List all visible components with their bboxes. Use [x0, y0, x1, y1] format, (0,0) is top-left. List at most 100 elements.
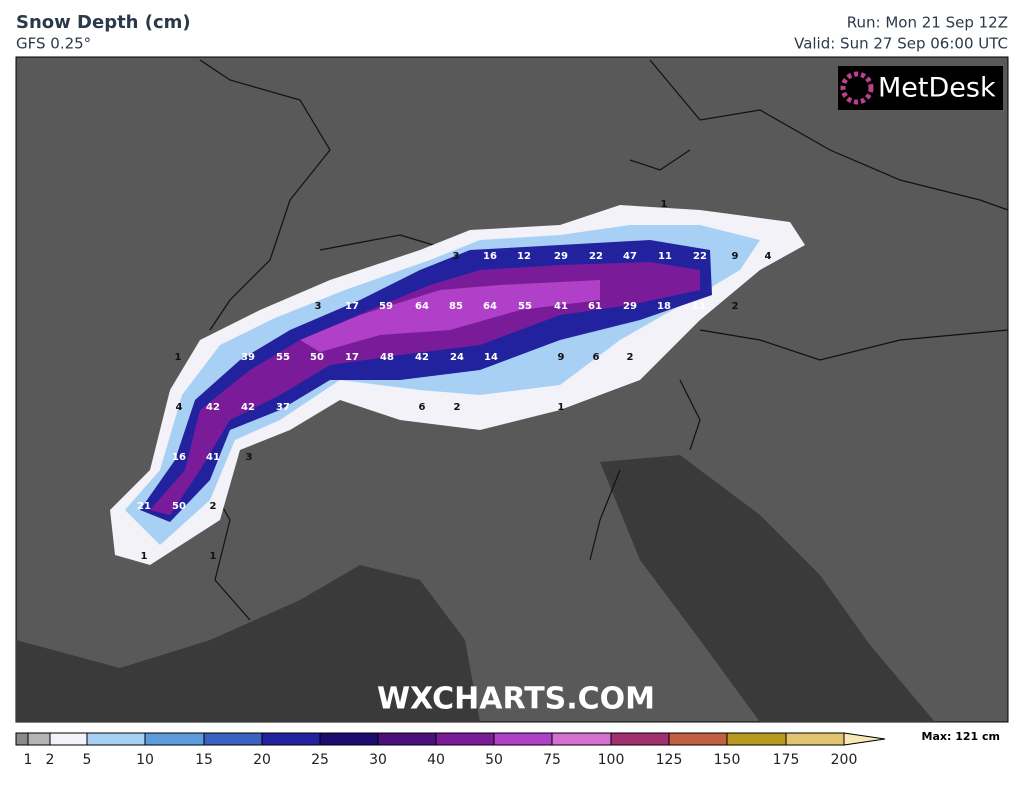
point-label: 14 — [484, 352, 498, 363]
logo-icon — [840, 71, 874, 105]
point-label: 37 — [276, 402, 290, 413]
point-label: 3 — [246, 452, 253, 463]
legend-under — [16, 733, 28, 745]
point-label: 3 — [315, 301, 322, 312]
point-label: 42 — [415, 352, 429, 363]
point-label: 4 — [765, 251, 772, 262]
point-label: 6 — [419, 402, 426, 413]
point-label: 17 — [345, 352, 359, 363]
legend-tick-label: 100 — [598, 752, 625, 768]
legend-tick-label: 5 — [83, 752, 92, 768]
sea — [600, 455, 935, 722]
legend-tick-label: 150 — [714, 752, 741, 768]
run-time: Run: Mon 21 Sep 12Z — [847, 14, 1008, 32]
legend-swatch — [204, 733, 262, 745]
point-label: 12 — [517, 251, 531, 262]
valid-time: Valid: Sun 27 Sep 06:00 UTC — [794, 35, 1008, 53]
point-label: 2 — [732, 301, 739, 312]
point-label: 1 — [175, 352, 182, 363]
point-label: 29 — [623, 301, 637, 312]
point-label: 64 — [415, 301, 429, 312]
point-label: 21 — [137, 501, 151, 512]
point-label: 50 — [310, 352, 324, 363]
point-label: 55 — [518, 301, 532, 312]
point-label: 6 — [593, 352, 600, 363]
point-label: 85 — [449, 301, 463, 312]
point-label: 1 — [661, 199, 668, 210]
legend-swatch — [320, 733, 378, 745]
watermark: WXCHARTS.COM — [377, 682, 655, 717]
legend-tick-label: 1 — [24, 752, 33, 768]
legend-tick-label: 2 — [46, 752, 55, 768]
point-label: 9 — [732, 251, 739, 262]
point-label: 2 — [210, 501, 217, 512]
legend-tick-label: 175 — [773, 752, 800, 768]
legend-swatch — [28, 733, 50, 745]
point-label: 47 — [623, 251, 637, 262]
point-label: 64 — [483, 301, 497, 312]
title: Snow Depth (cm) — [16, 12, 191, 33]
legend-swatch — [436, 733, 494, 745]
legend-swatch — [611, 733, 669, 745]
legend-swatch — [786, 733, 844, 745]
point-label: 22 — [693, 251, 707, 262]
logo: MetDesk — [878, 73, 996, 104]
legend-swatch — [494, 733, 552, 745]
point-label: 50 — [172, 501, 186, 512]
legend-tick-label: 125 — [656, 752, 683, 768]
point-label: 55 — [276, 352, 290, 363]
point-label: 16 — [483, 251, 497, 262]
legend-swatch — [669, 733, 727, 745]
legend-swatch — [50, 733, 87, 745]
point-label: 4 — [176, 402, 183, 413]
point-label: 11 — [658, 251, 672, 262]
point-label: 42 — [206, 402, 220, 413]
legend-swatch — [145, 733, 204, 745]
legend-tick-label: 40 — [427, 752, 445, 768]
max-label: Max: 121 cm — [922, 730, 1000, 743]
border — [169, 59, 1009, 621]
legend: 1 2 5 10 15 20 25 30 40 50 75 100 125 150 175 200 — [15, 732, 886, 768]
legend-swatch — [87, 733, 145, 745]
legend-tick-label: 200 — [831, 752, 858, 768]
logo-box — [838, 66, 1003, 110]
legend-swatch — [727, 733, 786, 745]
point-label: 61 — [588, 301, 602, 312]
point-label: 3 — [453, 251, 460, 262]
legend-swatch — [552, 733, 611, 745]
snow-area — [300, 280, 600, 352]
point-label: 1 — [210, 551, 217, 562]
point-label: 39 — [241, 352, 255, 363]
point-label: 11 — [692, 301, 706, 312]
point-label: 42 — [241, 402, 255, 413]
point-label: 1 — [558, 402, 565, 413]
point-label: 29 — [554, 251, 568, 262]
legend-over — [843, 732, 886, 746]
point-label: 22 — [589, 251, 603, 262]
legend-tick-label: 25 — [311, 752, 329, 768]
point-label: 59 — [379, 301, 393, 312]
point-label: 2 — [454, 402, 461, 413]
legend-tick-label: 50 — [485, 752, 503, 768]
legend-swatch — [262, 733, 320, 745]
point-label: 41 — [206, 452, 220, 463]
sea — [16, 565, 480, 722]
point-label: 24 — [450, 352, 464, 363]
point-label: 41 — [554, 301, 568, 312]
legend-tick-label: 15 — [195, 752, 213, 768]
point-label: 18 — [657, 301, 671, 312]
legend-tick-label: 20 — [253, 752, 271, 768]
subtitle: GFS 0.25° — [16, 35, 91, 53]
legend-tick-label: 30 — [369, 752, 387, 768]
legend-swatch — [378, 733, 436, 745]
point-label: 17 — [345, 301, 359, 312]
point-label: 16 — [172, 452, 186, 463]
point-labels: 13 16 12 29 22 47 11 22 9 43 17 59 64 85 64 55 41 61 29 18 1… — [137, 199, 771, 562]
legend-tick-label: 75 — [543, 752, 561, 768]
point-label: 9 — [558, 352, 565, 363]
point-label: 1 — [141, 551, 148, 562]
point-label: 2 — [627, 352, 634, 363]
point-label: 48 — [380, 352, 394, 363]
map: 13 16 12 29 22 47 11 22 9 43 17 59 64 85 64 55 41 61 29 18 1… — [15, 56, 1009, 723]
